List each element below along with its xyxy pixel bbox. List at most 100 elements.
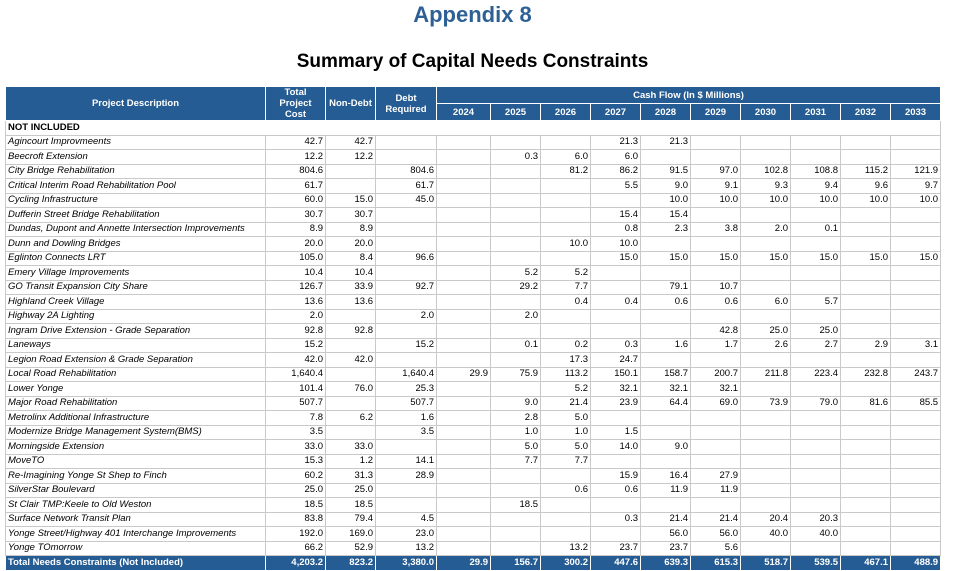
cell: [790, 381, 841, 397]
cell: 15.9: [590, 468, 641, 484]
cell: [840, 439, 891, 455]
cell: [690, 207, 741, 223]
cell: 29.2: [490, 279, 541, 295]
cell: 21.4: [540, 395, 591, 411]
cell: [375, 323, 437, 339]
cell: [490, 381, 541, 397]
cell: [590, 410, 641, 426]
cell: 3,380.0: [375, 555, 437, 571]
cell: 0.6: [640, 294, 691, 310]
cell: 639.3: [640, 555, 691, 571]
cell: 33.0: [325, 439, 376, 455]
project-name: Cycling Infrastructure: [5, 192, 266, 208]
table-row: GO Transit Expansion City Share 126.7 33.9…: [5, 279, 942, 295]
cell: 23.9: [590, 395, 641, 411]
cell: 2.6: [740, 337, 791, 353]
cell: 232.8: [840, 366, 891, 382]
cell: 2.0: [265, 308, 326, 324]
cell: [889, 308, 942, 324]
table-row: Legion Road Extension & Grade Separation…: [5, 352, 942, 368]
cell: [790, 468, 841, 484]
cell: 28.9: [375, 468, 437, 484]
cell: [375, 497, 437, 513]
column-header: 2031: [790, 103, 841, 121]
cell: [540, 192, 591, 208]
cell: 60.2: [265, 468, 326, 484]
cell: 223.4: [790, 366, 841, 382]
cell: [540, 323, 591, 339]
cell: 20.0: [325, 236, 376, 252]
cell: 97.0: [690, 163, 741, 179]
cell: 21.4: [640, 511, 691, 527]
cell: [640, 410, 691, 426]
cell: 2.0: [490, 308, 541, 324]
cell: 31.3: [325, 468, 376, 484]
cell: 2.3: [640, 221, 691, 237]
project-name: Highland Creek Village: [5, 294, 266, 310]
cell: 8.9: [325, 221, 376, 237]
cell: [490, 468, 541, 484]
cell: [840, 453, 891, 469]
cell: [436, 265, 491, 281]
cell: [590, 279, 641, 295]
cell: 96.6: [375, 250, 437, 266]
cell: 5.0: [540, 439, 591, 455]
cell: 33.0: [265, 439, 326, 455]
cell: 0.6: [690, 294, 741, 310]
project-name: Local Road Rehabilitation: [5, 366, 266, 382]
cell: [889, 323, 942, 339]
cell: [790, 207, 841, 223]
cell: [840, 207, 891, 223]
cell: 11.9: [640, 482, 691, 498]
cell: 56.0: [690, 526, 741, 542]
project-name: Yonge TOmorrow: [5, 540, 266, 556]
cell: 64.4: [640, 395, 691, 411]
cell: 518.7: [740, 555, 791, 571]
cell: [540, 178, 591, 194]
table-row: Beecroft Extension 12.2 12.2 0.3 6.0 6.0: [5, 149, 942, 165]
cell: [790, 410, 841, 426]
cell: 4,203.2: [265, 555, 326, 571]
cell: 73.9: [740, 395, 791, 411]
cell: [640, 424, 691, 440]
cell: 15.4: [640, 207, 691, 223]
cell: [490, 511, 541, 527]
cell: 5.0: [490, 439, 541, 455]
cell: [690, 352, 741, 368]
cell: [436, 236, 491, 252]
cell: 56.0: [640, 526, 691, 542]
cell: 2.0: [740, 221, 791, 237]
project-name: Metrolinx Additional Infrastructure: [5, 410, 266, 426]
cell: 0.8: [590, 221, 641, 237]
cell: [640, 265, 691, 281]
cell: 10.0: [540, 236, 591, 252]
cell: 126.7: [265, 279, 326, 295]
cell: [436, 381, 491, 397]
table-row: Ingram Drive Extension - Grade Separatio…: [5, 323, 942, 339]
cell: 6.0: [590, 149, 641, 165]
cell: [690, 497, 741, 513]
cell: 45.0: [375, 192, 437, 208]
cell: 507.7: [265, 395, 326, 411]
cell: 3.1: [889, 337, 942, 353]
cell: [490, 352, 541, 368]
column-header: Project Description: [5, 86, 266, 121]
cell: [436, 192, 491, 208]
cell: 15.0: [640, 250, 691, 266]
cell: 25.0: [790, 323, 841, 339]
cell: 150.1: [590, 366, 641, 382]
cell: [436, 279, 491, 295]
cell: [840, 497, 891, 513]
cell: [840, 265, 891, 281]
cell: [889, 468, 942, 484]
cell: 105.0: [265, 250, 326, 266]
cell: [436, 482, 491, 498]
project-name: Emery Village Improvements: [5, 265, 266, 281]
cell: [325, 337, 376, 353]
cell: [840, 149, 891, 165]
cell: [436, 395, 491, 411]
cell: 15.0: [590, 250, 641, 266]
cell: [590, 526, 641, 542]
cell: 0.6: [540, 482, 591, 498]
cell: 5.2: [540, 265, 591, 281]
